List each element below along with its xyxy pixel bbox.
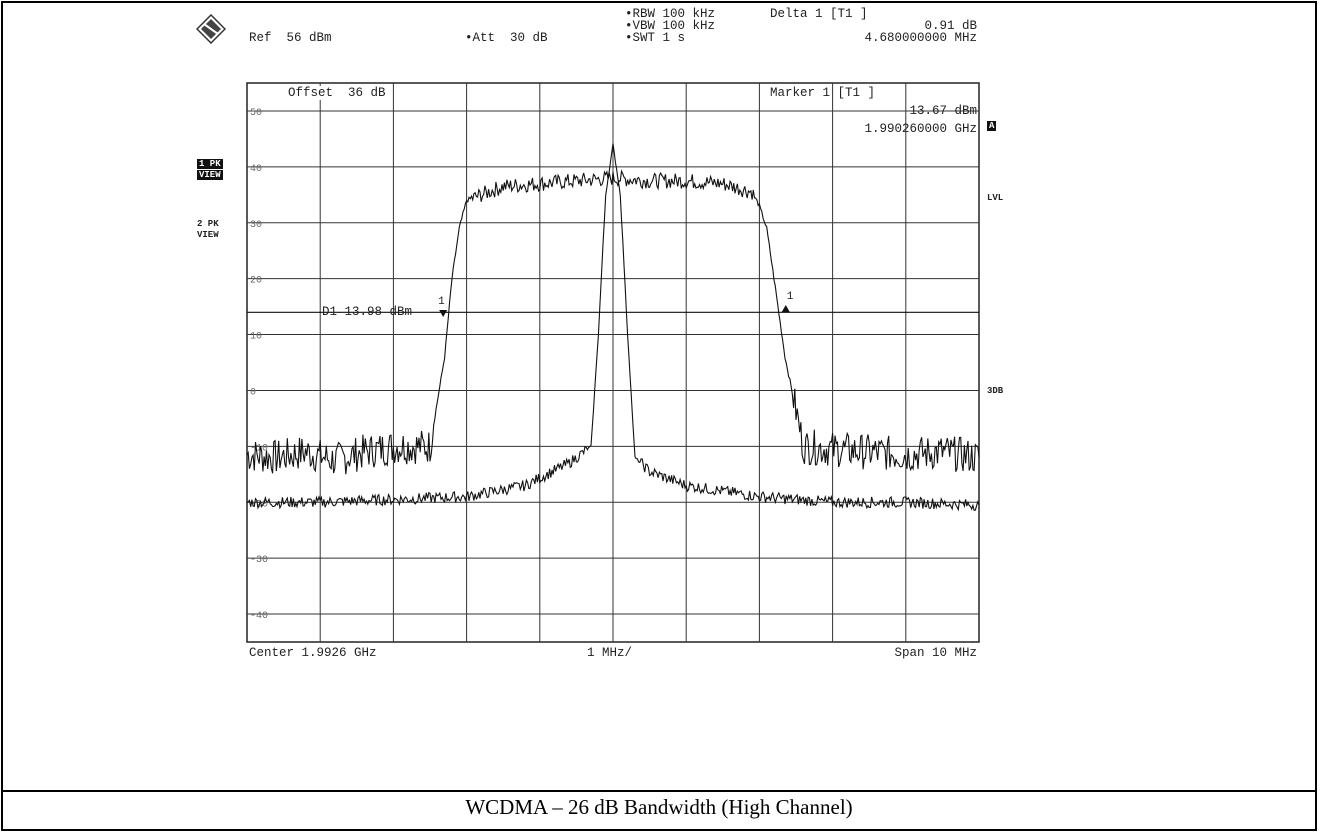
trace2-mode: VIEW <box>197 230 219 240</box>
delta-marker-title: Delta 1 [T1 ] <box>770 7 868 21</box>
caption-divider <box>3 790 1315 792</box>
trace1-indicator: 1 PK VIEW <box>197 159 223 181</box>
sweep-time-label: •SWT 1 s <box>625 31 686 45</box>
attenuation-label: •Att 30 dB <box>465 31 548 45</box>
rbw-label: •RBW 100 kHz <box>625 7 716 21</box>
marker-2-label: 1 <box>787 291 794 303</box>
y-tick-label: -40 <box>250 611 268 622</box>
display-line-label: D1 13.98 dBm <box>322 305 413 319</box>
marker-value: 13.67 dBm <box>909 104 977 118</box>
instrument-logo <box>196 14 226 44</box>
ref-level-label: Ref 56 dBm <box>249 31 332 45</box>
figure-caption: WCDMA – 26 dB Bandwidth (High Channel) <box>465 795 853 819</box>
marker-title: Marker 1 [T1 ] <box>770 86 876 100</box>
trace-a-badge-text: A <box>987 121 997 131</box>
y-tick-label: 20 <box>250 276 262 287</box>
vbw-label: •VBW 100 kHz <box>625 19 716 33</box>
trace1-label: 1 PK <box>197 159 223 169</box>
y-tick-label: -10 <box>250 443 268 454</box>
trace-1 <box>246 169 980 475</box>
trace-a-badge: A <box>987 121 997 132</box>
trace1-mode: VIEW <box>197 170 223 180</box>
division-label: 1 MHz/ <box>587 646 633 660</box>
marker-1-symbol <box>439 310 448 318</box>
y-tick-label: -30 <box>250 555 268 566</box>
delta-marker-value: 0.91 dB <box>924 19 977 33</box>
y-tick-label: 0 <box>250 387 256 398</box>
trace2-label: 2 PK <box>197 219 219 229</box>
center-frequency-label: Center 1.9926 GHz <box>249 646 377 660</box>
y-tick-label: 30 <box>250 220 262 231</box>
trace2-indicator: 2 PK VIEW <box>197 219 219 241</box>
y-tick-label: 40 <box>250 164 262 175</box>
marker-1-label: 1 <box>438 296 445 308</box>
marker-frequency: 1.990260000 GHz <box>864 122 977 136</box>
span-label: Span 10 MHz <box>894 646 977 660</box>
y-tick-label: 10 <box>250 332 262 343</box>
delta-marker-frequency: 4.680000000 MHz <box>864 31 977 45</box>
trace-2 <box>246 143 980 512</box>
level-indicator: LVL <box>987 193 1004 203</box>
marker-2-symbol <box>781 304 790 312</box>
3db-indicator: 3DB <box>987 386 1004 396</box>
offset-label: Offset 36 dB <box>288 86 386 100</box>
y-tick-label: 50 <box>250 108 262 119</box>
